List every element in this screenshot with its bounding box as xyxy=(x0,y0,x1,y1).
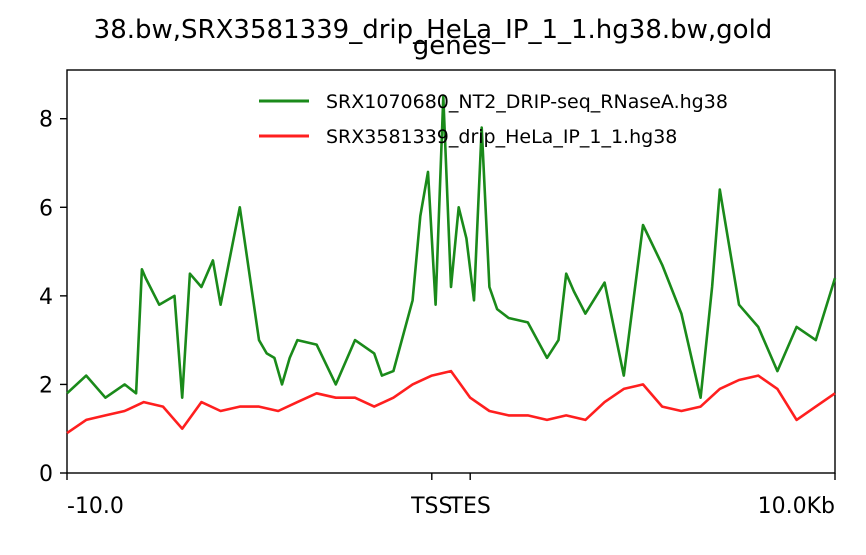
x-tick-label: TSS xyxy=(410,494,452,519)
legend: SRX1070680_NT2_DRIP-seq_RNaseA.hg38 SRX35… xyxy=(259,91,728,148)
y-tick-label: 2 xyxy=(39,373,53,398)
legend-label: SRX3581339_drip_HeLa_IP_1_1.hg38 xyxy=(326,126,677,148)
series-layer xyxy=(66,95,837,435)
y-tick-label: 4 xyxy=(39,285,53,310)
x-tick-label: -10.0 xyxy=(67,494,124,519)
y-axis: 0 2 4 6 8 xyxy=(39,108,67,487)
series-line-2 xyxy=(66,369,836,435)
series-line-1 xyxy=(66,95,837,399)
chart-title-line-2: genes xyxy=(413,31,492,61)
x-tick-label: 10.0Kb xyxy=(758,494,835,519)
plot-area xyxy=(66,69,836,474)
y-tick-label: 8 xyxy=(39,108,53,133)
y-tick-label: 6 xyxy=(39,196,53,221)
x-tick-label: TES xyxy=(449,494,491,519)
legend-label: SRX1070680_NT2_DRIP-seq_RNaseA.hg38 xyxy=(326,91,728,113)
y-tick-label: 0 xyxy=(39,462,53,487)
chart-title-line-1: 38.bw,SRX3581339_drip_HeLa_IP_1_1.hg38.b… xyxy=(94,15,773,45)
